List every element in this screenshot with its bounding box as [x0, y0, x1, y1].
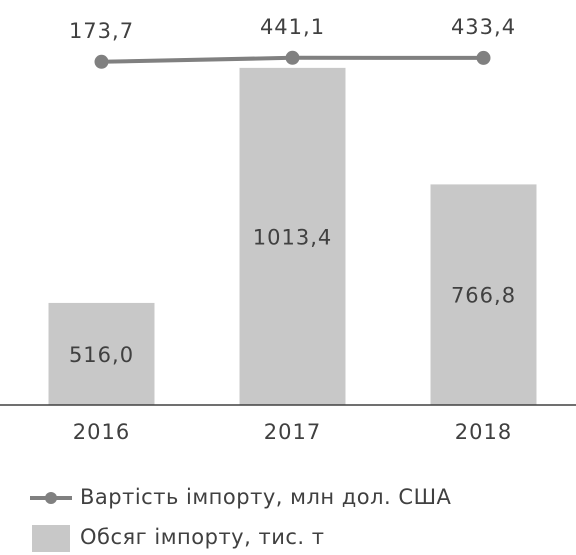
x-tick-label: 2017 — [264, 420, 321, 444]
bar — [430, 184, 537, 405]
legend-label: Обсяг імпорту, тис. т — [80, 525, 324, 549]
value-label: 173,7 — [69, 19, 134, 43]
line-marker — [476, 50, 491, 65]
value-label: 441,1 — [260, 15, 325, 39]
bar — [239, 67, 346, 406]
bar — [48, 302, 155, 405]
value-label: 433,4 — [451, 15, 516, 39]
legend-swatch — [32, 525, 70, 552]
value-label: 1013,4 — [253, 225, 332, 249]
x-tick-label: 2018 — [455, 420, 512, 444]
legend-marker — [45, 492, 57, 504]
value-label: 766,8 — [451, 284, 516, 308]
value-label: 516,0 — [69, 343, 134, 367]
line-marker — [94, 54, 109, 69]
x-tick-label: 2016 — [73, 420, 130, 444]
line-marker — [285, 50, 300, 65]
legend-label: Вартість імпорту, млн дол. США — [80, 485, 452, 509]
